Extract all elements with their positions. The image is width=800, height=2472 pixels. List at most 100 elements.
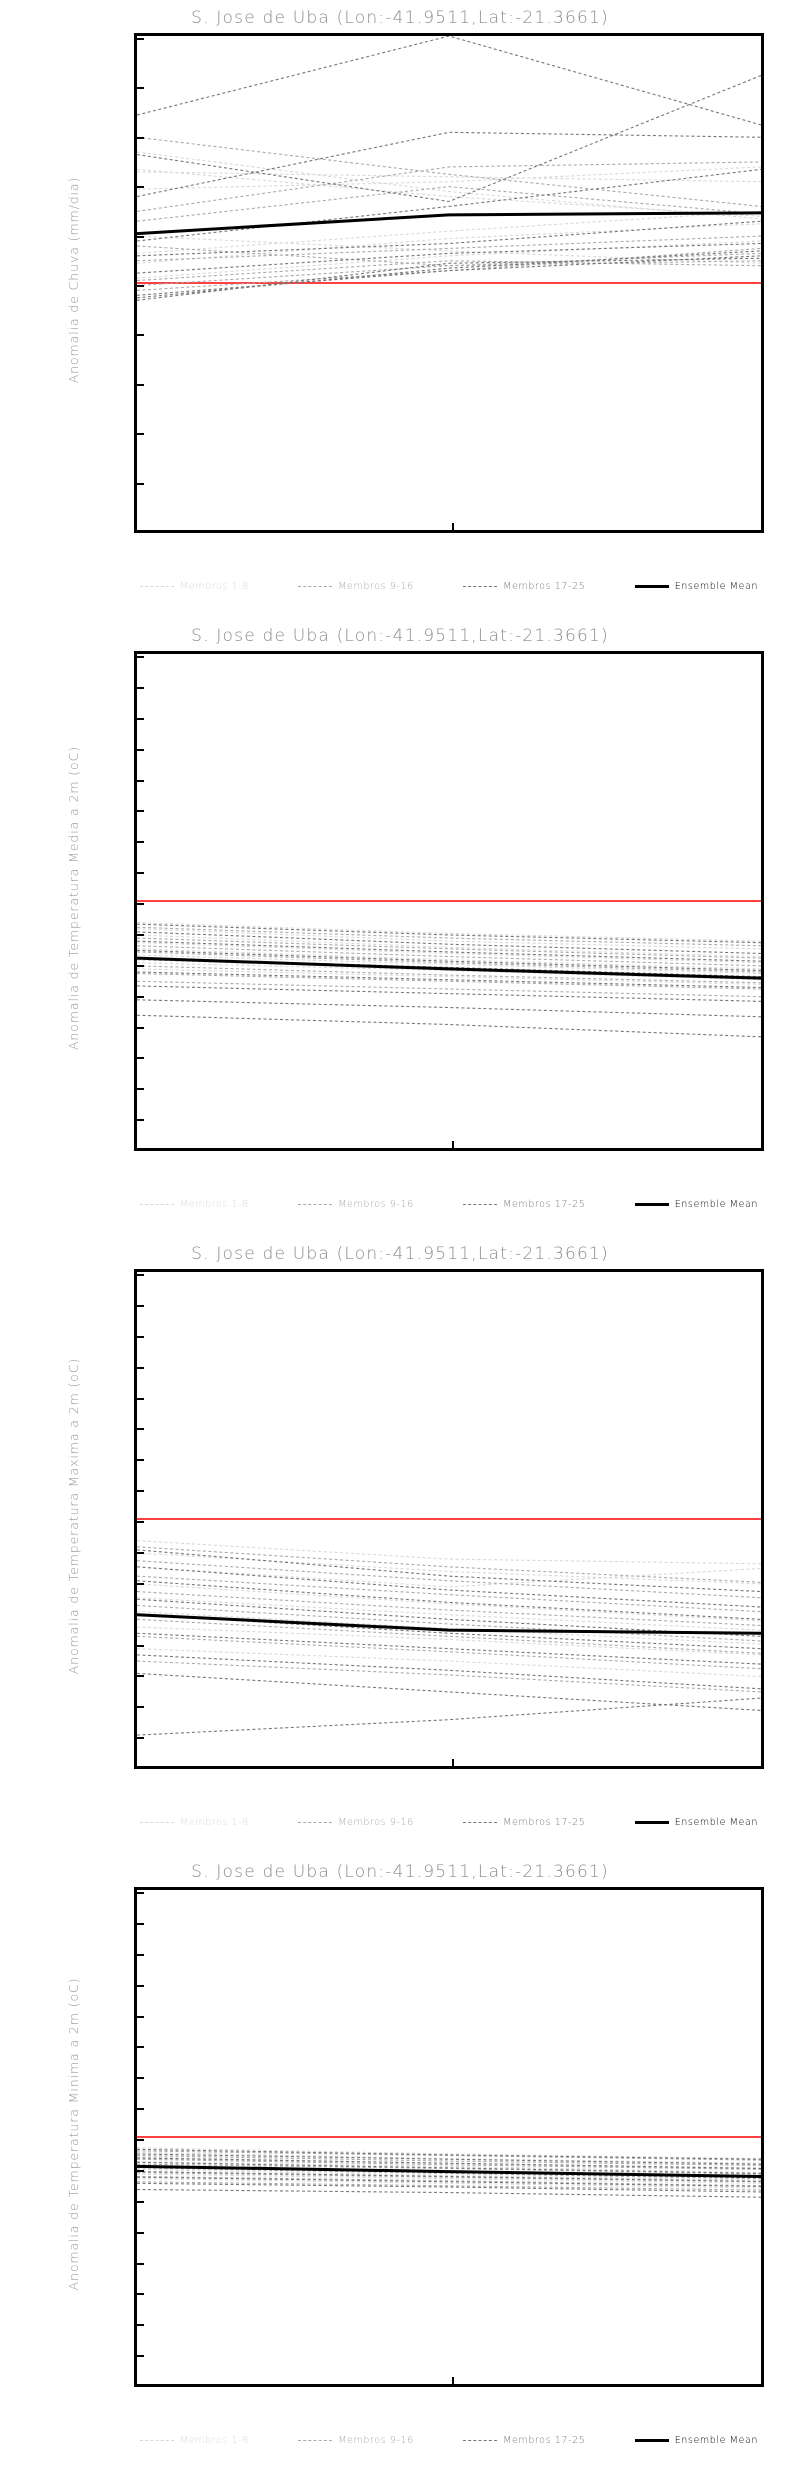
y-axis-tick-mark (137, 1922, 144, 1925)
y-axis-tick-mark (137, 1551, 144, 1554)
y-axis-tick-mark (137, 87, 144, 90)
member-line (137, 1580, 761, 1620)
y-axis-label: Anomalia de Temperatura Maxima a 2m (oC) (66, 1357, 81, 1675)
legend-label: Membros 9-16 (338, 1198, 414, 1210)
legend-label: Membros 17-25 (503, 2434, 586, 2446)
legend-line-swatch (634, 1202, 669, 1206)
legend-item: Membros 9-16 (298, 2435, 414, 2446)
y-axis-label: Anomalia de Chuva (mm/dia) (66, 176, 81, 384)
legend-item: Membros 17-25 (463, 1817, 585, 1828)
y-axis-tick-mark (137, 433, 144, 436)
legend-label: Ensemble Mean (674, 2434, 758, 2446)
member-line (137, 1648, 761, 1678)
member-line (137, 1611, 761, 1645)
y-axis-tick-mark (137, 1335, 144, 1338)
y-axis-tick-mark (137, 717, 144, 720)
chart-svg (137, 1518, 761, 1736)
legend-label: Membros 1-8 (180, 2434, 249, 2446)
legend-line-swatch (140, 2439, 174, 2441)
member-line (137, 942, 761, 964)
y-axis-tick-mark (137, 2077, 144, 2080)
member-line (137, 220, 761, 257)
y-axis-tick-mark (137, 1057, 144, 1060)
y-axis-tick-mark (137, 2108, 144, 2111)
member-line (137, 252, 761, 287)
y-axis-tick-mark (137, 1953, 144, 1956)
ensemble-mean-line (137, 1613, 761, 1635)
legend-line-swatch (634, 2438, 669, 2442)
legend: Membros 1-8 Membros 9-16 Membros 17-25 Ense… (134, 1194, 764, 1214)
legend-item: Membros 17-25 (463, 2435, 585, 2446)
y-axis-tick-mark (137, 1768, 144, 1769)
y-axis-tick-mark (137, 1274, 144, 1276)
y-axis-tick-mark (137, 1521, 144, 1523)
legend-line-swatch (463, 1203, 498, 1205)
member-line (137, 168, 761, 217)
y-axis-tick-mark (137, 334, 144, 337)
member-line (137, 1560, 761, 1599)
member-line (137, 1549, 761, 1593)
member-line (137, 1540, 761, 1565)
y-axis-tick-mark (137, 1026, 144, 1029)
y-axis-tick-mark (137, 2139, 144, 2141)
y-axis-tick-mark (137, 1088, 144, 1091)
plot-area: 876543210-1-2-3-4-5-6-7-8Jan/25Fev/25Mar… (134, 1887, 764, 2387)
y-axis-tick-mark (137, 841, 144, 844)
member-line (137, 1566, 761, 1588)
member-line (137, 210, 761, 254)
y-axis-tick-mark (137, 2231, 144, 2234)
y-axis-tick-mark (137, 186, 144, 189)
y-axis-tick-mark (137, 1706, 144, 1709)
member-line (137, 186, 761, 222)
x-axis-tick-mark (452, 2377, 454, 2384)
y-axis-tick-mark (137, 933, 144, 936)
y-axis-tick-mark (137, 1582, 144, 1585)
y-axis-tick-mark (137, 686, 144, 689)
y-axis-tick-mark (137, 1490, 144, 1493)
legend-item: Ensemble Mean (634, 1817, 758, 1828)
legend-label: Membros 9-16 (338, 1816, 414, 1828)
y-axis-tick-mark (137, 1644, 144, 1647)
legend-line-swatch (298, 1203, 333, 1205)
legend: Membros 1-8 Membros 9-16 Membros 17-25 Ense… (134, 576, 764, 596)
chart-svg (137, 36, 761, 301)
page-title: S. Jose de Uba (Lon:-41.9511,Lat:-21.366… (191, 626, 609, 646)
y-axis-tick-mark (137, 1737, 144, 1740)
legend-line-swatch (298, 1821, 333, 1823)
legend-line-swatch (634, 1820, 669, 1824)
legend-label: Membros 17-25 (503, 580, 586, 592)
legend-item: Membros 1-8 (140, 1199, 249, 1210)
y-axis-tick-mark (137, 2169, 144, 2172)
legend-item: Ensemble Mean (634, 1198, 758, 1210)
legend-label: Membros 1-8 (180, 1198, 249, 1210)
ensemble-mean-line (137, 211, 761, 236)
legend-line-swatch (298, 2439, 333, 2441)
member-line (137, 235, 761, 262)
legend: Membros 1-8 Membros 9-16 Membros 17-25 Ense… (134, 2430, 764, 2450)
member-line (137, 75, 761, 203)
member-line (137, 2181, 761, 2191)
y-axis-tick-mark (137, 779, 144, 782)
chart-panel-mean-temperature: S. Jose de Uba (Lon:-41.9511,Lat:-21.366… (0, 618, 800, 1236)
x-axis-tick-mark (452, 1759, 454, 1766)
legend-label: Ensemble Mean (674, 1198, 758, 1210)
y-axis-tick-mark (137, 2046, 144, 2049)
y-axis-tick-mark (137, 1150, 144, 1151)
legend-label: Membros 9-16 (338, 580, 414, 592)
y-axis-tick-mark (137, 903, 144, 905)
y-axis-tick-mark (137, 2262, 144, 2265)
legend-line-swatch (634, 584, 669, 588)
y-axis-tick-mark (137, 2293, 144, 2296)
y-axis-tick-mark (137, 1613, 144, 1616)
member-line (137, 151, 761, 220)
legend-label: Membros 17-25 (503, 1198, 586, 1210)
legend-item: Membros 1-8 (140, 1817, 249, 1828)
member-line (137, 36, 761, 126)
y-axis-tick-mark (137, 136, 144, 139)
y-axis-tick-mark (137, 1459, 144, 1462)
legend-label: Membros 1-8 (180, 1816, 249, 1828)
page-title: S. Jose de Uba (Lon:-41.9511,Lat:-21.366… (191, 8, 609, 28)
legend-line-swatch (463, 585, 498, 587)
y-axis-tick-mark (137, 235, 144, 238)
